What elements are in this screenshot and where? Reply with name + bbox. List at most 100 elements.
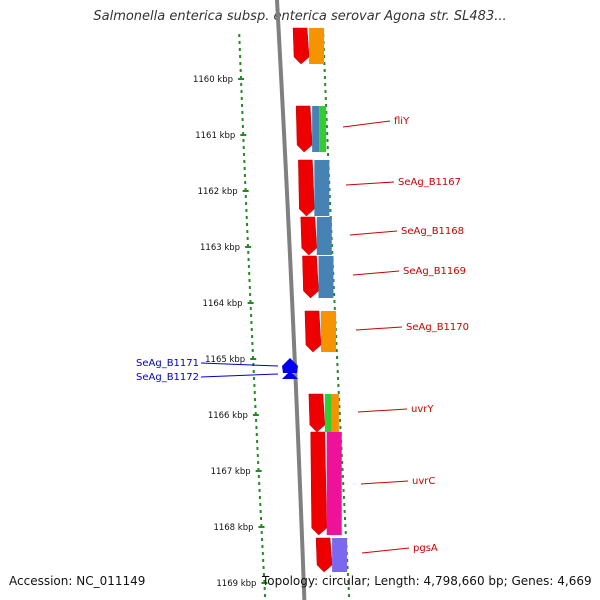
outer-ring-dot	[344, 531, 347, 534]
ruler-dot	[254, 398, 257, 401]
ruler-dot	[257, 461, 260, 464]
forward-gene-arrow	[302, 255, 319, 299]
ruler-tick	[250, 358, 257, 360]
ruler-dot	[254, 405, 257, 408]
gene-label-SeAg_B1172[interactable]: SeAg_B1172	[136, 372, 199, 383]
ruler-dot	[240, 83, 243, 86]
ruler-dot	[250, 328, 253, 331]
gene-leader-line	[200, 373, 279, 378]
ruler-dot	[256, 454, 259, 457]
ruler-tick	[242, 190, 249, 192]
ruler-dot	[245, 202, 248, 205]
forward-gene-arrow	[292, 27, 310, 65]
ruler-dot	[245, 209, 248, 212]
ruler-dot	[250, 321, 253, 324]
outer-ring-dot	[336, 370, 339, 373]
ruler-tick	[245, 246, 252, 248]
gene-leader-line	[352, 270, 400, 276]
accession-text: Accession: NC_011149	[9, 574, 146, 588]
outer-ring-dot	[347, 580, 350, 583]
ruler-dot	[253, 384, 256, 387]
gene-label-uvrC[interactable]: uvrC	[412, 476, 435, 487]
gene-label-SeAg_B1168[interactable]: SeAg_B1168	[401, 226, 464, 237]
map-title: Salmonella enterica subsp. enterica sero…	[93, 9, 507, 24]
ruler-dot	[239, 76, 242, 79]
ruler-dot	[248, 286, 251, 289]
ruler-dot	[247, 251, 250, 254]
outer-ring-dot	[325, 118, 328, 121]
outer-ring-dot	[333, 293, 336, 296]
ruler-dot	[248, 279, 251, 282]
reverse-gene-arrow	[282, 371, 298, 379]
ruler-dot	[263, 580, 266, 583]
forward-gene-arrow	[300, 216, 318, 256]
ruler-dot	[255, 426, 258, 429]
gene-label-SeAg_B1169[interactable]: SeAg_B1169	[403, 266, 466, 277]
outer-ring-dot	[338, 398, 341, 401]
outer-ring-dot	[335, 349, 338, 352]
ruler-dot	[255, 433, 258, 436]
ruler-dot	[259, 503, 262, 506]
outer-ring-dot	[329, 202, 332, 205]
ruler-dot	[262, 559, 265, 562]
ruler-dot	[246, 237, 249, 240]
gene-label-uvrY[interactable]: uvrY	[411, 404, 434, 415]
ruler-dot	[256, 447, 259, 450]
outer-ring-dot	[341, 475, 344, 478]
ruler-dot	[257, 468, 260, 471]
ruler-dot	[252, 356, 255, 359]
outer-ring-dot	[338, 412, 341, 415]
ruler-dot	[246, 230, 249, 233]
ruler-tick	[261, 582, 268, 584]
ruler-dot	[261, 552, 264, 555]
ruler-dot	[255, 419, 258, 422]
gene-label-SeAg_B1167[interactable]: SeAg_B1167	[398, 177, 461, 188]
outer-ring-dot	[346, 566, 349, 569]
topology-summary: Topology: circular; Length: 4,798,660 bp…	[262, 574, 592, 588]
outer-ring-dot	[324, 90, 327, 93]
ruler-tick-label: 1167 kbp	[211, 467, 251, 477]
gene-leader-line	[361, 547, 410, 554]
ruler-dot	[240, 97, 243, 100]
outer-ring-dot	[332, 286, 335, 289]
outer-ring-dot	[346, 573, 349, 576]
ruler-dot	[238, 34, 241, 37]
ruler-dot	[246, 223, 249, 226]
ruler-tick	[252, 414, 259, 416]
ruler-dot	[260, 531, 263, 534]
gene-label-pgsA[interactable]: pgsA	[413, 543, 438, 554]
outer-ring-dot	[333, 307, 336, 310]
backbone-line	[275, 0, 307, 600]
outer-ring-dot	[336, 356, 339, 359]
cog-block	[312, 106, 320, 152]
outer-ring-dot	[326, 139, 329, 142]
forward-gene-arrow	[298, 159, 315, 217]
outer-ring-dot	[327, 153, 330, 156]
outer-ring-dot	[325, 104, 328, 107]
gene-label-fliY[interactable]: fliY	[394, 116, 410, 127]
outer-ring-dot	[332, 279, 335, 282]
ruler-dot	[252, 370, 255, 373]
outer-ring-dot	[324, 97, 327, 100]
outer-ring-dot	[337, 384, 340, 387]
outer-ring-dot	[329, 209, 332, 212]
outer-ring-dot	[339, 419, 342, 422]
outer-ring-dot	[342, 489, 345, 492]
outer-ring-dot	[323, 62, 326, 65]
ruler-tick-label: 1162 kbp	[198, 187, 238, 197]
ruler-dot	[241, 104, 244, 107]
outer-ring-dot	[323, 76, 326, 79]
ruler-dot	[239, 69, 242, 72]
ruler-dot	[259, 510, 262, 513]
outer-ring-dot	[339, 426, 342, 429]
ruler-dot	[242, 139, 245, 142]
outer-ring-dot	[325, 111, 328, 114]
ruler-dot	[263, 587, 266, 590]
ruler-dot	[259, 517, 262, 520]
outer-ring-dot	[328, 188, 331, 191]
ruler-dot	[251, 349, 254, 352]
gene-label-SeAg_B1170[interactable]: SeAg_B1170	[406, 322, 469, 333]
ruler-dot	[258, 482, 261, 485]
ruler-dot	[240, 90, 243, 93]
gene-label-SeAg_B1171[interactable]: SeAg_B1171	[136, 358, 199, 369]
